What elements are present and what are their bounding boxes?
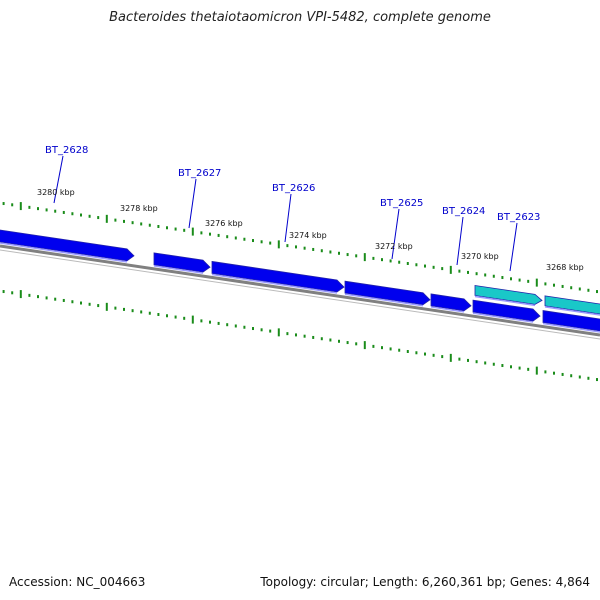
gene-label-bt2624[interactable]: BT_2624	[442, 206, 485, 217]
gene-arrow-bt2626[interactable]	[344, 280, 431, 306]
topology-summary: Topology: circular; Length: 6,260,361 bp…	[260, 575, 590, 589]
gene-arrow-bt2624[interactable]	[472, 299, 541, 322]
gene-arrow-bt2625-shade	[430, 306, 465, 313]
gene-arrow-bt2623[interactable]	[474, 284, 543, 305]
genome-backbone	[0, 244, 600, 337]
outer-tick-track	[2, 202, 598, 294]
gene-track	[0, 229, 600, 333]
gene-arrow-cyan-next[interactable]	[544, 295, 600, 315]
gene-labels: BT_2628 BT_2627 BT_2626 BT_2625 BT_2624 BT_26…	[45, 145, 540, 272]
gene-arrow-bt2624-shade	[472, 312, 534, 323]
gene-arrow-bt2627-shade	[211, 273, 338, 294]
gene-arrow-bt2628[interactable]	[153, 252, 211, 273]
gene-arrow-bt2628-shade	[153, 265, 204, 274]
gene-arrow-next-shade	[542, 322, 600, 333]
tick-label: 3274 kbp	[289, 231, 327, 240]
gene-label-bt2625[interactable]: BT_2625	[380, 198, 423, 209]
gene-arrow-cyan-next-shade	[544, 306, 600, 316]
genome-backbone-shadow	[0, 249, 600, 340]
gene-label-bt2627[interactable]: BT_2627	[178, 168, 221, 179]
gene-leader-line	[391, 208, 400, 260]
gene-leader-line	[284, 193, 292, 243]
gene-arrow-bt2627[interactable]	[211, 260, 345, 293]
gene-arrow-bt2623-shade	[474, 295, 536, 307]
gene-arrow[interactable]	[0, 229, 135, 262]
tick-label: 3276 kbp	[205, 219, 243, 228]
tick-label: 3272 kbp	[375, 242, 413, 251]
gene-label-bt2628[interactable]: BT_2628	[45, 145, 88, 156]
gene-leader-line	[188, 178, 197, 229]
tick-label: 3278 kbp	[120, 204, 158, 213]
gene-label-bt2626[interactable]: BT_2626	[272, 183, 315, 194]
gene-leader-line	[456, 216, 464, 266]
gene-arrow-bt2625[interactable]	[430, 293, 472, 312]
gene-arrow-next[interactable]	[542, 310, 600, 332]
gene-label-bt2623[interactable]: BT_2623	[497, 212, 540, 223]
gene-arrow-shade	[0, 242, 128, 263]
inner-tick-track	[2, 290, 598, 382]
tick-label: 3280 kbp	[37, 188, 75, 197]
accession-text: Accession: NC_004663	[9, 575, 146, 589]
map-title: Bacteroides thetaiotaomicron VPI-5482, c…	[109, 10, 491, 25]
tick-label: 3268 kbp	[546, 263, 584, 272]
gene-leader-line	[53, 155, 64, 204]
gene-arrow-bt2626-shade	[344, 293, 424, 307]
tick-labels: 3280 kbp 3278 kbp 3276 kbp 3274 kbp 3272 kbp…	[37, 188, 584, 272]
tick-label: 3270 kbp	[461, 252, 499, 261]
gene-leader-line	[509, 222, 518, 272]
